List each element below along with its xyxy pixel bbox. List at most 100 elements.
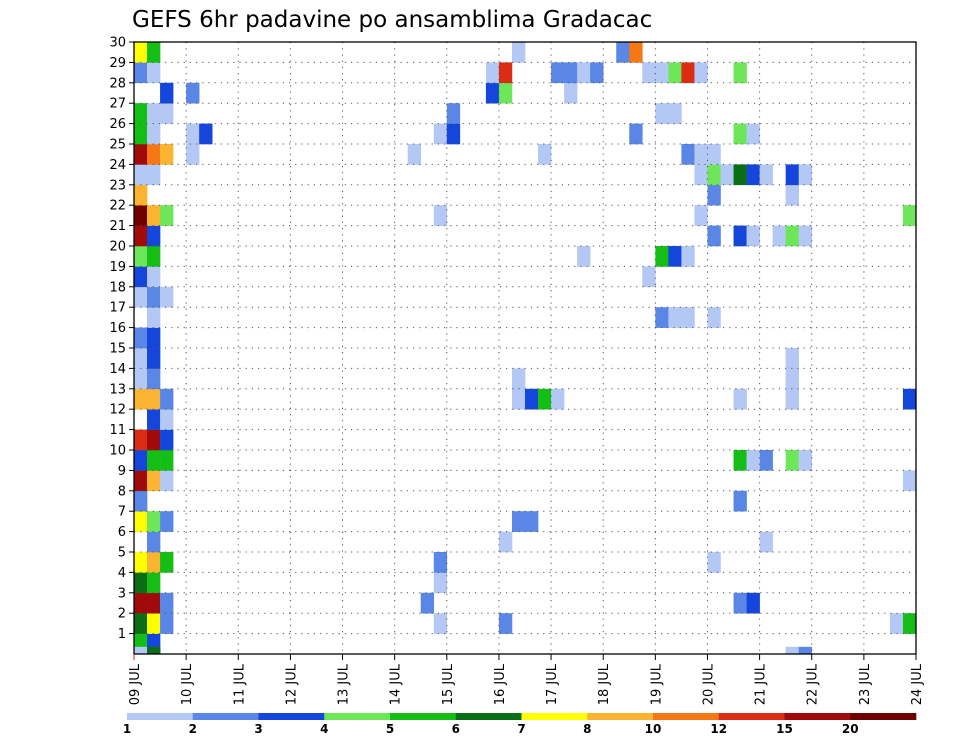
precip-cell-m10-t49 bbox=[759, 450, 773, 471]
precip-cell-m22-t2 bbox=[147, 205, 161, 226]
colorbar-swatch bbox=[127, 713, 194, 720]
x-tick-label: 11 JUL bbox=[232, 663, 247, 705]
precip-cell-m4-t24 bbox=[433, 572, 448, 594]
precip-cell-m29-t29 bbox=[498, 62, 513, 84]
colorbar-swatch bbox=[324, 713, 391, 720]
precip-cell-m27-t3 bbox=[160, 103, 174, 124]
y-tick-label: 26 bbox=[109, 117, 126, 132]
precip-cell-m29-t1 bbox=[134, 62, 148, 84]
precip-cell-m29-t33 bbox=[551, 62, 565, 84]
precip-cell-m21-t50 bbox=[772, 225, 786, 247]
colorbar-swatch bbox=[850, 713, 917, 720]
precip-cell-m16-t2 bbox=[147, 327, 161, 349]
precip-cell-m21-t2 bbox=[147, 225, 161, 247]
precip-cell-m7-t2 bbox=[147, 511, 161, 532]
precip-cell-m29-t28 bbox=[485, 62, 500, 84]
precip-cell-m10-t1 bbox=[134, 450, 148, 471]
precip-cell-m9-t2 bbox=[147, 470, 161, 492]
precip-cell-m17-t42 bbox=[668, 307, 682, 328]
colorbar-swatch bbox=[784, 713, 851, 720]
y-tick-label: 29 bbox=[109, 56, 126, 71]
precip-cell-m13-t30 bbox=[511, 388, 526, 410]
precip-cell-m13-t31 bbox=[525, 388, 539, 410]
precip-cell-m13-t2 bbox=[147, 388, 161, 410]
precip-cell-m30-t38 bbox=[616, 42, 630, 63]
precipitation-cells bbox=[134, 42, 917, 655]
precip-cell-m25-t22 bbox=[407, 144, 422, 165]
precip-cell-m28-t5 bbox=[186, 82, 200, 104]
precip-cell-m7-t30 bbox=[511, 511, 526, 532]
y-tick-label: 8 bbox=[118, 484, 126, 499]
precip-cell-m20-t42 bbox=[668, 246, 682, 267]
colorbar-label: 10 bbox=[645, 722, 662, 736]
precip-cell-m29-t36 bbox=[590, 62, 604, 84]
y-tick-label: 27 bbox=[109, 97, 126, 112]
precip-cell-m20-t35 bbox=[577, 246, 591, 267]
precip-cell-m2-t3 bbox=[160, 613, 174, 634]
precip-cell-m10-t3 bbox=[160, 450, 174, 471]
precip-cell-m25-t43 bbox=[681, 144, 695, 165]
colorbar-swatch bbox=[390, 713, 457, 720]
precip-cell-m13-t47 bbox=[733, 388, 747, 410]
y-tick-label: 11 bbox=[109, 423, 126, 438]
y-tick-label: 21 bbox=[109, 219, 126, 234]
precip-cell-m21-t47 bbox=[733, 225, 747, 247]
precip-cell-m18-t2 bbox=[147, 286, 161, 308]
precip-cell-m4-t2 bbox=[147, 572, 161, 594]
colorbar-label: 3 bbox=[254, 722, 262, 736]
colorbar-label: 20 bbox=[842, 722, 859, 736]
precip-cell-m17-t43 bbox=[681, 307, 695, 328]
y-tick-label: 7 bbox=[118, 505, 126, 520]
precip-cell-m13-t33 bbox=[551, 388, 565, 410]
precip-cell-m0-t51 bbox=[785, 646, 799, 655]
precip-cell-m25-t44 bbox=[694, 144, 708, 165]
precip-cell-m8-t47 bbox=[733, 490, 747, 512]
precip-cell-m24-t1 bbox=[134, 164, 148, 186]
precip-cell-m27-t25 bbox=[446, 103, 461, 124]
y-tick-label: 5 bbox=[118, 546, 126, 561]
precip-cell-m25-t5 bbox=[186, 144, 200, 165]
colorbar-label: 1 bbox=[123, 722, 131, 736]
y-tick-label: 4 bbox=[118, 566, 126, 581]
x-tick-label: 14 JUL bbox=[389, 663, 404, 705]
precip-cell-m5-t1 bbox=[134, 552, 148, 573]
precip-cell-m9-t3 bbox=[160, 470, 174, 492]
precip-cell-m14-t2 bbox=[147, 368, 161, 390]
x-axis-ticks: 09 JUL 10 JUL 11 JUL 12 JUL 13 JUL 14 JUL 15 J… bbox=[128, 654, 925, 705]
y-tick-label: 22 bbox=[109, 199, 126, 214]
colorbar-label: 12 bbox=[710, 722, 727, 736]
precip-cell-m8-t1 bbox=[134, 490, 148, 512]
precip-cell-m26-t1 bbox=[134, 123, 148, 145]
x-tick-label: 20 JUL bbox=[701, 663, 716, 705]
precip-cell-m9-t60 bbox=[902, 470, 917, 492]
precip-cell-m2-t2 bbox=[147, 613, 161, 634]
y-tick-label: 12 bbox=[109, 403, 126, 418]
colorbar-label: 4 bbox=[320, 722, 328, 736]
colorbar-label: 6 bbox=[452, 722, 460, 736]
precip-cell-m21-t48 bbox=[746, 225, 760, 247]
precip-cell-m15-t2 bbox=[147, 348, 161, 369]
precip-cell-m24-t47 bbox=[733, 164, 747, 186]
colorbar-label: 8 bbox=[583, 722, 591, 736]
precip-cell-m26-t2 bbox=[147, 123, 161, 145]
precip-cell-m3-t23 bbox=[420, 592, 435, 614]
precip-cell-m29-t35 bbox=[577, 62, 591, 84]
precip-cell-m27-t41 bbox=[655, 103, 669, 124]
colorbar-swatch bbox=[587, 713, 654, 720]
y-tick-label: 9 bbox=[118, 464, 126, 479]
precip-cell-m24-t44 bbox=[694, 164, 708, 186]
precip-cell-m21-t51 bbox=[785, 225, 799, 247]
precip-cell-m29-t43 bbox=[681, 62, 695, 84]
y-tick-label: 18 bbox=[109, 280, 126, 295]
precip-cell-m25-t45 bbox=[707, 144, 721, 165]
precip-cell-m20-t2 bbox=[147, 246, 161, 267]
x-tick-label: 15 JUL bbox=[441, 663, 456, 705]
precip-cell-m2-t24 bbox=[433, 613, 448, 634]
precip-cell-m21-t52 bbox=[798, 225, 813, 247]
colorbar-swatch bbox=[258, 713, 325, 720]
precip-cell-m28-t34 bbox=[564, 82, 578, 104]
colorbar-swatch bbox=[455, 713, 522, 720]
y-tick-label: 13 bbox=[109, 382, 126, 397]
precip-cell-m10-t52 bbox=[798, 450, 813, 471]
